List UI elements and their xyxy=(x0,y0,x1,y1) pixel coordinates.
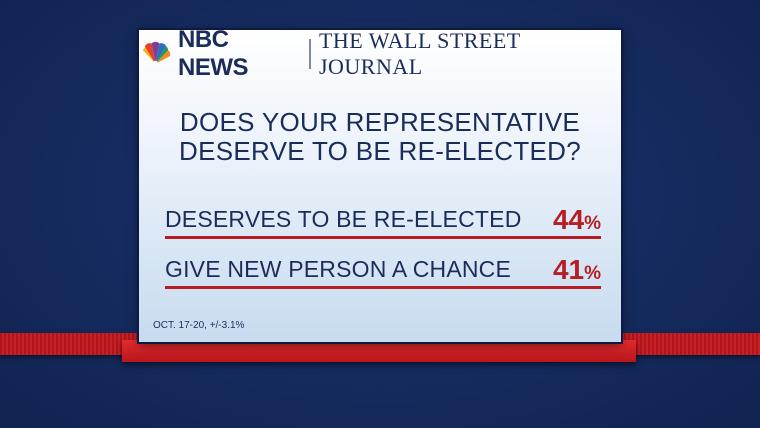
question-line-2: DESERVE TO BE RE-ELECTED? xyxy=(179,136,581,166)
question-line-1: DOES YOUR REPRESENTATIVE xyxy=(179,107,581,137)
nbc-peacock-icon xyxy=(142,42,171,65)
result-label: DESERVES TO BE RE-ELECTED xyxy=(165,206,522,232)
card-header: NBC NEWS THE WALL STREET JOURNAL xyxy=(139,26,621,81)
result-label: GIVE NEW PERSON A CHANCE xyxy=(165,256,512,282)
result-percent: 41% xyxy=(553,254,601,286)
result-percent: 44% xyxy=(553,204,601,236)
poll-footnote: OCT. 17-20, +/-3.1% xyxy=(153,320,245,331)
result-row: GIVE NEW PERSON A CHANCE 41% xyxy=(165,252,601,289)
result-row: DESERVES TO BE RE-ELECTED 44% xyxy=(165,202,601,239)
red-band-center xyxy=(122,340,636,362)
result-unit: % xyxy=(584,263,601,284)
nbc-news-logo-text: NBC NEWS xyxy=(178,26,249,81)
wsj-logo-text: THE WALL STREET JOURNAL xyxy=(318,28,521,79)
poll-card: NBC NEWS THE WALL STREET JOURNAL DOES YO… xyxy=(139,26,621,342)
result-unit: % xyxy=(584,213,601,234)
poll-question: DOES YOUR REPRESENTATIVE DESERVE TO BE R… xyxy=(139,108,621,166)
result-value: 41 xyxy=(552,254,585,285)
result-value: 44 xyxy=(552,204,585,235)
header-divider xyxy=(309,39,311,69)
